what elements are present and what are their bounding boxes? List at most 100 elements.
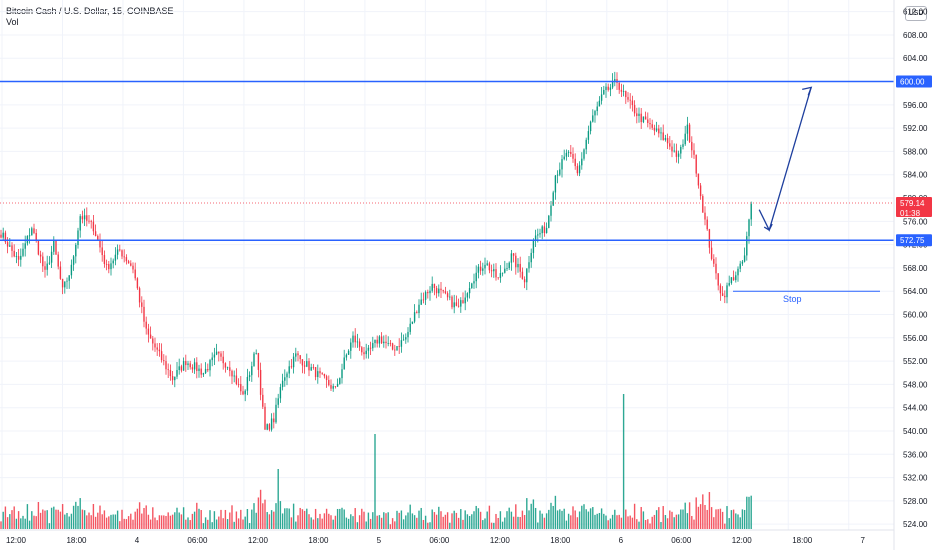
candle-body — [559, 169, 561, 175]
candle-body — [123, 256, 125, 258]
volume-bar — [99, 505, 101, 529]
volume-bar — [218, 516, 220, 529]
volume-bar — [231, 505, 233, 529]
candle-body — [53, 240, 55, 252]
volume-bar — [301, 509, 304, 529]
volume-bar — [165, 515, 167, 529]
candle-body — [490, 270, 493, 272]
volume-bar — [303, 510, 306, 529]
volume-bar — [726, 506, 728, 529]
volume-bar — [482, 520, 484, 529]
volume-indicator-label: Vol — [6, 17, 19, 27]
candle-body — [191, 367, 194, 370]
candle-body — [46, 263, 48, 270]
volume-bar — [211, 522, 213, 529]
volume-bar — [68, 516, 70, 529]
candle-body — [732, 277, 735, 281]
candle-body — [728, 283, 730, 286]
candle-body — [207, 368, 209, 371]
volume-bar — [468, 516, 471, 529]
volume-bars — [0, 394, 752, 529]
x-tick-label: 4 — [135, 536, 140, 545]
candle-body — [361, 347, 363, 353]
volume-bar — [154, 517, 156, 529]
volume-bar — [48, 523, 51, 529]
volume-bar — [358, 515, 361, 529]
volume-bar — [545, 513, 548, 529]
grid — [0, 0, 894, 530]
volume-bar — [361, 508, 363, 529]
volume-bar — [130, 513, 132, 529]
candle-body — [182, 361, 185, 371]
candle-body — [68, 275, 70, 281]
candle-body — [596, 106, 598, 112]
candle-body — [708, 229, 711, 248]
volume-bar — [585, 509, 587, 529]
candle-body — [416, 312, 418, 314]
candle-body — [231, 370, 233, 377]
candle-body — [141, 302, 143, 307]
volume-bar — [35, 516, 37, 529]
candle-body — [28, 235, 31, 237]
horizontal-levels[interactable] — [0, 80, 894, 241]
volume-bar — [537, 522, 539, 529]
volume-bar — [625, 509, 627, 529]
volume-bar — [116, 510, 119, 529]
candle-body — [24, 243, 26, 249]
candle-body — [741, 261, 744, 264]
last-price-badge-text: 01:38 — [900, 209, 921, 218]
candle-body — [119, 249, 121, 251]
volume-bar — [521, 510, 524, 529]
volume-bar — [640, 506, 642, 529]
volume-bar — [138, 502, 141, 529]
candle-body — [506, 268, 508, 269]
candle-body — [660, 132, 662, 134]
volume-bar — [312, 519, 315, 529]
volume-bar — [561, 510, 563, 529]
candle-body — [367, 347, 370, 351]
volume-bar — [6, 517, 9, 529]
volume-bar — [490, 522, 493, 529]
candle-body — [103, 255, 106, 264]
drawings[interactable]: Stop — [733, 86, 880, 304]
candle-body — [262, 394, 264, 407]
volume-bar — [253, 503, 255, 529]
volume-bar — [350, 514, 352, 529]
volume-bar — [633, 503, 636, 529]
candle-body — [165, 361, 167, 370]
volume-bar — [330, 515, 332, 529]
candle-body — [471, 283, 473, 289]
volume-bar — [389, 524, 392, 529]
candle-body — [378, 336, 381, 344]
volume-bar — [20, 518, 22, 529]
volume-bar — [541, 513, 543, 529]
volume-bar — [710, 507, 713, 529]
candle-body — [240, 384, 242, 392]
volume-bar — [581, 505, 583, 529]
volume-bar — [405, 515, 407, 529]
candle-body — [336, 383, 339, 387]
currency-button[interactable]: USD — [905, 6, 927, 21]
projection-path[interactable] — [758, 87, 812, 232]
volume-bar — [464, 510, 466, 529]
candle-body — [114, 254, 117, 261]
volume-bar — [2, 511, 4, 529]
volume-bar — [376, 515, 378, 529]
volume-bar — [686, 513, 689, 529]
candle-body — [554, 175, 557, 193]
volume-bar — [156, 520, 158, 529]
candle-body — [523, 279, 526, 283]
volume-bar — [383, 512, 385, 529]
candle-body — [268, 424, 271, 430]
volume-bar — [112, 514, 114, 529]
candle-body — [462, 300, 464, 304]
volume-bar — [559, 509, 561, 529]
volume-bar — [416, 517, 418, 529]
volume-bar — [39, 512, 42, 529]
time-axis[interactable]: 12:00 18:00 4 06:00 12:00 18:00 5 06:00 12:00 18:… — [0, 529, 894, 545]
candle-body — [565, 152, 568, 157]
volume-bar — [666, 518, 669, 529]
candles — [0, 71, 752, 432]
volume-bar — [163, 515, 165, 529]
